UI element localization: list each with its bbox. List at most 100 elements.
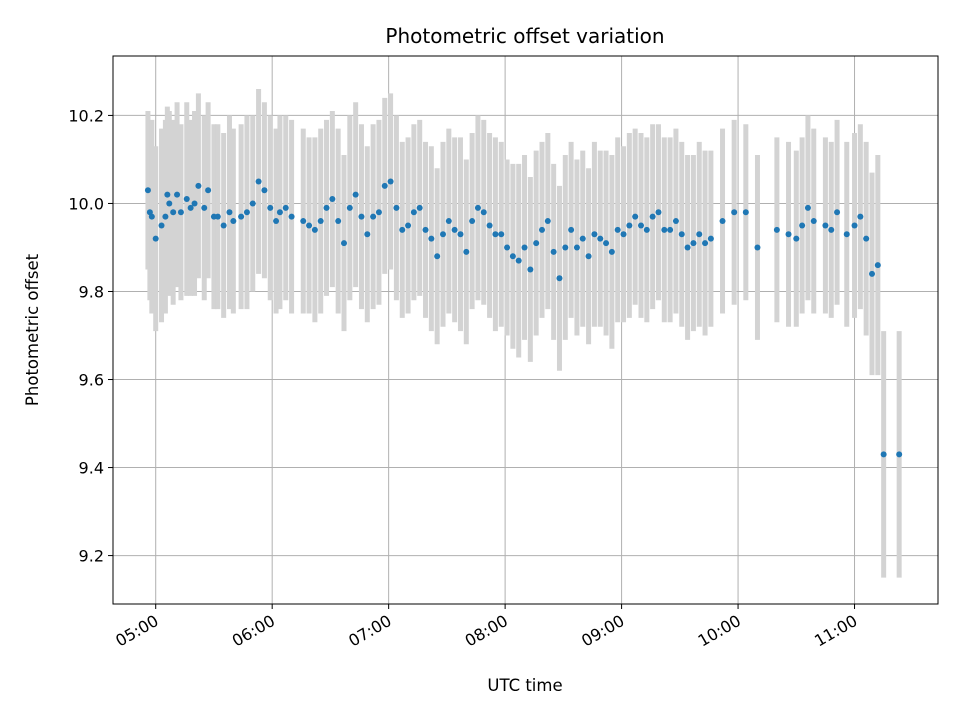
data-point bbox=[183, 196, 190, 203]
data-point bbox=[341, 240, 347, 247]
data-point bbox=[255, 178, 262, 185]
data-point bbox=[434, 253, 441, 260]
data-point bbox=[164, 191, 171, 198]
y-tick-label: 10.2 bbox=[68, 106, 104, 125]
data-point bbox=[638, 222, 644, 229]
data-point bbox=[243, 209, 250, 216]
data-point bbox=[346, 204, 353, 211]
data-point bbox=[480, 209, 487, 216]
data-point bbox=[282, 204, 289, 211]
data-point bbox=[445, 218, 452, 225]
y-tick-label: 9.2 bbox=[79, 547, 104, 566]
data-point bbox=[226, 209, 233, 216]
data-point bbox=[793, 235, 800, 242]
data-point bbox=[170, 209, 177, 216]
data-point bbox=[498, 231, 505, 238]
data-point bbox=[667, 226, 674, 233]
data-point bbox=[742, 209, 749, 216]
data-point bbox=[661, 226, 668, 233]
plot-area-frame bbox=[112, 55, 939, 605]
data-point bbox=[649, 213, 656, 220]
data-point bbox=[562, 244, 569, 251]
data-point bbox=[335, 218, 342, 225]
data-point bbox=[539, 226, 545, 233]
data-point bbox=[556, 275, 563, 282]
chart-title: Photometric offset variation bbox=[385, 24, 664, 48]
data-point bbox=[469, 218, 476, 225]
data-point bbox=[311, 226, 318, 233]
data-point bbox=[230, 218, 237, 225]
data-point bbox=[166, 200, 173, 207]
data-point bbox=[521, 244, 528, 251]
data-point bbox=[158, 222, 165, 229]
data-point bbox=[317, 218, 324, 225]
data-point bbox=[306, 222, 313, 229]
data-point bbox=[273, 218, 280, 225]
data-point bbox=[238, 213, 245, 220]
data-point bbox=[626, 222, 633, 229]
data-point bbox=[288, 213, 295, 220]
data-point bbox=[474, 204, 481, 211]
data-point bbox=[822, 222, 829, 229]
data-point bbox=[249, 200, 256, 207]
data-point bbox=[300, 218, 307, 225]
data-point bbox=[162, 213, 169, 220]
data-point bbox=[810, 218, 817, 225]
data-point bbox=[799, 222, 806, 229]
data-point bbox=[863, 235, 870, 242]
data-point bbox=[834, 209, 841, 216]
data-point bbox=[463, 248, 470, 255]
data-point bbox=[880, 451, 887, 458]
data-point bbox=[597, 235, 604, 242]
data-point bbox=[874, 262, 881, 269]
data-point bbox=[416, 204, 423, 211]
data-point bbox=[785, 231, 792, 238]
data-point bbox=[579, 235, 586, 242]
y-axis-label: Photometric offset bbox=[23, 253, 42, 406]
data-point bbox=[608, 248, 615, 255]
data-point bbox=[620, 231, 627, 238]
data-point bbox=[323, 204, 330, 211]
data-point bbox=[393, 204, 400, 211]
y-tick-label: 9.8 bbox=[79, 282, 104, 301]
data-point bbox=[614, 226, 621, 233]
y-axis-ticks: 9.2 9.4 9.6 9.8 10.0 10.2 bbox=[68, 106, 113, 566]
data-point bbox=[174, 191, 181, 198]
data-point bbox=[843, 231, 850, 238]
data-point bbox=[152, 235, 159, 242]
data-point bbox=[492, 231, 499, 238]
data-point bbox=[527, 266, 534, 273]
data-point bbox=[869, 270, 875, 277]
data-point bbox=[544, 218, 551, 225]
data-point bbox=[381, 182, 388, 189]
data-point bbox=[828, 226, 835, 233]
data-points bbox=[144, 178, 903, 458]
data-point bbox=[591, 231, 598, 238]
data-point bbox=[144, 187, 151, 194]
data-point bbox=[573, 244, 580, 251]
data-point bbox=[486, 222, 493, 229]
data-point bbox=[364, 231, 371, 238]
data-point bbox=[195, 182, 202, 189]
data-point bbox=[410, 209, 417, 216]
data-point bbox=[707, 235, 714, 242]
data-point bbox=[515, 257, 522, 264]
data-point bbox=[731, 209, 738, 216]
y-tick-label: 10.0 bbox=[68, 194, 104, 213]
data-point bbox=[220, 222, 227, 229]
data-point bbox=[678, 231, 685, 238]
data-point bbox=[702, 240, 709, 247]
data-point bbox=[399, 226, 406, 233]
data-point bbox=[358, 213, 365, 220]
data-point bbox=[375, 209, 382, 216]
data-point bbox=[643, 226, 650, 233]
data-point bbox=[370, 213, 377, 220]
data-point bbox=[201, 204, 208, 211]
data-point bbox=[261, 187, 268, 194]
data-point bbox=[509, 253, 516, 260]
data-point bbox=[387, 178, 394, 185]
data-point bbox=[719, 218, 726, 225]
data-point bbox=[422, 226, 429, 233]
